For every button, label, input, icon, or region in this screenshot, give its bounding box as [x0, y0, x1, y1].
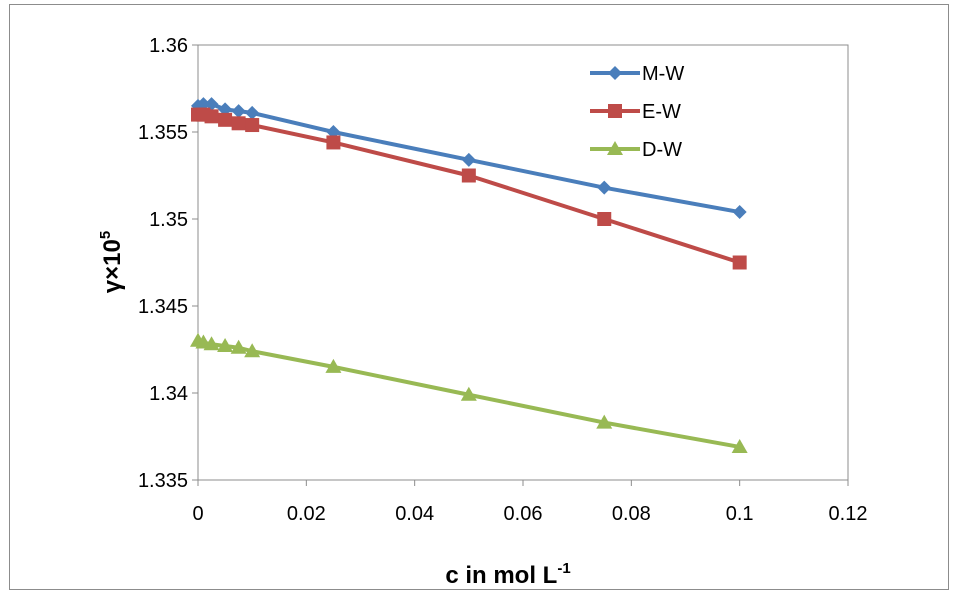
- data-point: [461, 168, 476, 183]
- data-point: [461, 152, 476, 167]
- legend-marker: [608, 104, 622, 118]
- legend-marker: [608, 66, 622, 80]
- data-point: [732, 255, 747, 270]
- y-tick-label: 1.34: [149, 383, 188, 405]
- x-tick-label: 0.12: [829, 503, 868, 525]
- legend: M-W E-W D-W: [590, 63, 684, 161]
- y-axis-title-text: γ×10: [99, 239, 126, 293]
- chart-area: [9, 4, 949, 590]
- x-tick-label: 0.04: [395, 503, 434, 525]
- x-axis-title-sup: -1: [557, 560, 570, 577]
- data-point: [326, 135, 341, 150]
- data-point: [460, 386, 477, 401]
- data-point: [596, 414, 613, 429]
- data-point: [731, 438, 748, 453]
- x-axis: 0 0.02 0.04 0.06 0.08 0.1 0.12: [192, 480, 867, 525]
- y-tick-label: 1.355: [138, 122, 188, 144]
- y-tick-label: 1.36: [149, 35, 188, 57]
- x-tick-label: 0.02: [287, 503, 326, 525]
- y-axis: 1.335 1.34 1.345 1.35 1.355 1.36: [138, 35, 198, 492]
- data-point: [597, 180, 612, 195]
- data-point: [217, 338, 234, 353]
- y-tick-label: 1.345: [138, 296, 188, 318]
- x-tick-label: 0.08: [612, 503, 651, 525]
- data-point: [230, 339, 247, 354]
- legend-item: E-W: [590, 101, 681, 123]
- x-tick-label: 0: [192, 503, 203, 525]
- data-point: [245, 105, 260, 120]
- data-point: [245, 118, 260, 133]
- y-tick-label: 1.335: [138, 470, 188, 492]
- legend-marker: [607, 141, 623, 155]
- legend-label: E-W: [642, 101, 681, 123]
- data-point: [231, 104, 246, 119]
- series-layer: [190, 97, 748, 453]
- data-point: [732, 205, 747, 220]
- data-point: [597, 212, 612, 226]
- y-axis-title: γ×105: [97, 231, 126, 293]
- legend-label: D-W: [642, 139, 682, 161]
- legend-label: M-W: [642, 63, 684, 85]
- plot-area-border: [197, 44, 849, 481]
- series-d-w: [190, 332, 748, 453]
- x-tick-label: 0.06: [504, 503, 543, 525]
- x-axis-title-text: c in mol L: [445, 562, 557, 589]
- x-tick-label: 0.1: [726, 503, 754, 525]
- data-point: [203, 336, 220, 351]
- y-axis-title-sup: 5: [97, 231, 114, 239]
- data-point: [325, 358, 342, 373]
- legend-item: D-W: [590, 139, 682, 161]
- series-e-w: [191, 107, 747, 270]
- data-point: [244, 343, 261, 358]
- data-point: [218, 112, 233, 127]
- data-point: [231, 116, 246, 131]
- series-line: [198, 112, 741, 265]
- y-tick-label: 1.35: [149, 209, 188, 231]
- legend-item: M-W: [590, 63, 684, 85]
- x-axis-title: c in mol L-1: [445, 560, 570, 589]
- data-point: [204, 109, 219, 124]
